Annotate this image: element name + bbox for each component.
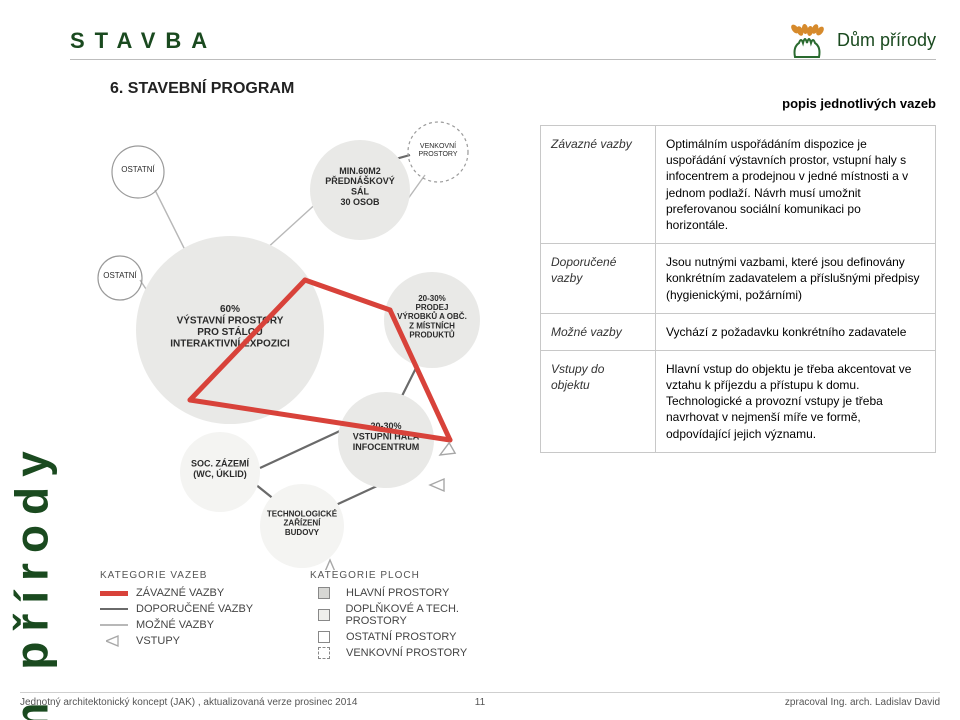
page-number: 11 bbox=[475, 697, 485, 708]
header-bar: STAVBA Dům přírody bbox=[70, 22, 936, 60]
svg-text:OSTATNÍ: OSTATNÍ bbox=[103, 271, 137, 280]
legend-row: DOPORUČENÉ VAZBY bbox=[100, 603, 290, 615]
table-row: Možné vazbyVychází z požadavku konkrétní… bbox=[541, 313, 936, 350]
legend-mark bbox=[310, 647, 338, 659]
side-vertical-text: Dům přírody bbox=[5, 441, 59, 720]
legend-label: HLAVNÍ PROSTORY bbox=[346, 587, 449, 599]
page-title: STAVBA bbox=[70, 28, 217, 54]
footer-left: Jednotný architektonický koncept (JAK) ,… bbox=[20, 697, 357, 708]
legend-label: VSTUPY bbox=[136, 635, 180, 647]
table-val: Jsou nutnými vazbami, které jsou definov… bbox=[656, 244, 936, 314]
legend-label: DOPORUČENÉ VAZBY bbox=[136, 603, 253, 615]
svg-text:SOC. ZÁZEMÍ(WC, ÚKLID): SOC. ZÁZEMÍ(WC, ÚKLID) bbox=[191, 459, 249, 479]
table-val: Vychází z požadavku konkrétního zadavate… bbox=[656, 313, 936, 350]
table-caption: popis jednotlivých vazeb bbox=[540, 96, 936, 111]
table-key: Doporučené vazby bbox=[541, 244, 656, 314]
legend-label: DOPLŇKOVÉ A TECH. PROSTORY bbox=[345, 603, 520, 627]
table-val: Optimálním uspořádáním dispozice je uspo… bbox=[656, 126, 936, 244]
brand-logo: Dům přírody bbox=[787, 23, 936, 59]
legend-row: HLAVNÍ PROSTORY bbox=[310, 587, 520, 599]
legend-areas-title: KATEGORIE PLOCH bbox=[310, 570, 520, 581]
page: Dům přírody STAVBA Dům přírody 6. STAVEB… bbox=[0, 0, 960, 720]
footer: Jednotný architektonický koncept (JAK) ,… bbox=[20, 692, 940, 708]
table-row: Doporučené vazbyJsou nutnými vazbami, kt… bbox=[541, 244, 936, 314]
legend-row: OSTATNÍ PROSTORY bbox=[310, 631, 520, 643]
legend-label: OSTATNÍ PROSTORY bbox=[346, 631, 456, 643]
legend-mark bbox=[100, 635, 128, 647]
table-key: Možné vazby bbox=[541, 313, 656, 350]
logo-icon bbox=[787, 23, 829, 59]
brand-text: Dům přírody bbox=[837, 30, 936, 51]
table-row: Vstupy do objektuHlavní vstup do objektu… bbox=[541, 350, 936, 452]
table-key: Závazné vazby bbox=[541, 126, 656, 244]
section-title: 6. STAVEBNÍ PROGRAM bbox=[110, 80, 294, 98]
legend-mark bbox=[310, 609, 337, 621]
svg-text:OSTATNÍ: OSTATNÍ bbox=[121, 165, 155, 174]
legend-mark bbox=[100, 587, 128, 599]
legend-label: VENKOVNÍ PROSTORY bbox=[346, 647, 467, 659]
side-vertical-brand: Dům přírody bbox=[8, 0, 56, 660]
table-row: Závazné vazbyOptimálním uspořádáním disp… bbox=[541, 126, 936, 244]
table-val: Hlavní vstup do objektu je třeba akcento… bbox=[656, 350, 936, 452]
legend-bindings: KATEGORIE VAZEB ZÁVAZNÉ VAZBY DOPORUČENÉ … bbox=[100, 570, 290, 651]
legend-mark bbox=[100, 619, 128, 631]
legend-areas: KATEGORIE PLOCH HLAVNÍ PROSTORY DOPLŇKOVÉ… bbox=[310, 570, 520, 663]
legend-row: VSTUPY bbox=[100, 635, 290, 647]
legend-mark bbox=[100, 603, 128, 615]
legend-mark bbox=[310, 631, 338, 643]
legend-row: DOPLŇKOVÉ A TECH. PROSTORY bbox=[310, 603, 520, 627]
legend-label: MOŽNÉ VAZBY bbox=[136, 619, 214, 631]
table-key: Vstupy do objektu bbox=[541, 350, 656, 452]
svg-text:VENKOVNÍPROSTORY: VENKOVNÍPROSTORY bbox=[418, 141, 457, 158]
bindings-table: Závazné vazbyOptimálním uspořádáním disp… bbox=[540, 125, 936, 453]
legend-row: VENKOVNÍ PROSTORY bbox=[310, 647, 520, 659]
legend-row: ZÁVAZNÉ VAZBY bbox=[100, 587, 290, 599]
legend-bindings-title: KATEGORIE VAZEB bbox=[100, 570, 290, 581]
bubble-diagram: 60%VÝSTAVNÍ PROSTORYPRO STÁLOUINTERAKTIV… bbox=[90, 110, 520, 570]
legend-mark bbox=[310, 587, 338, 599]
legend-row: MOŽNÉ VAZBY bbox=[100, 619, 290, 631]
bindings-table-region: popis jednotlivých vazeb Závazné vazbyOp… bbox=[540, 96, 936, 453]
legend-label: ZÁVAZNÉ VAZBY bbox=[136, 587, 224, 599]
footer-right: zpracoval Ing. arch. Ladislav David bbox=[785, 697, 940, 708]
